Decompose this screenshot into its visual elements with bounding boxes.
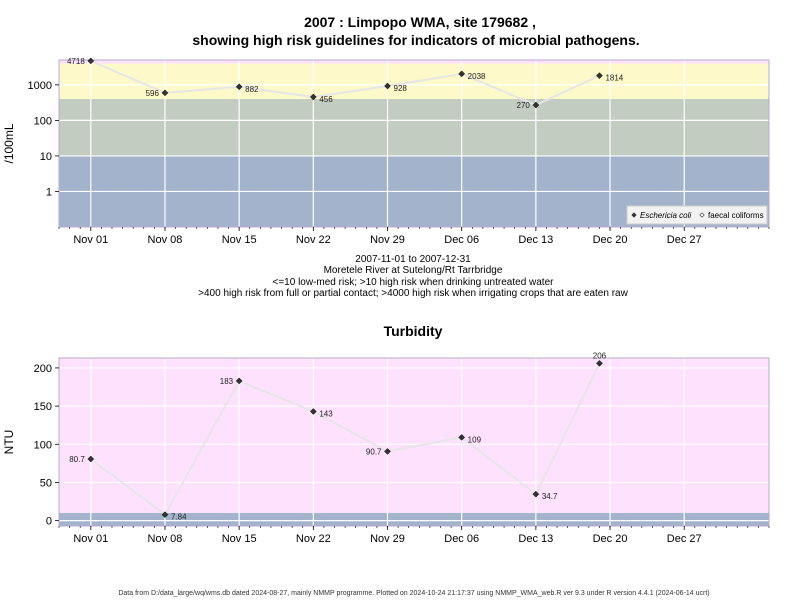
chart2-xtick-label-8: Dec 27 [667,533,702,545]
chart1-point-2 [235,83,243,91]
chart1-ytick-label-0: 1 [46,186,52,198]
chart2-data-label-1: 7.84 [171,513,187,522]
chart1-plot: Nov 01 Nov 08 Nov 15 Nov 22 Nov 29 Dec 06 Dec … [2,57,770,246]
chart1-legend-marker-1 [699,212,705,218]
chart1-ylabel: /100mL [2,123,16,163]
chart1-point-0 [87,57,95,65]
caption-contact-risk: >400 high risk from full or partial cont… [198,288,628,299]
chart2-point-4 [384,448,391,455]
chart2-point-6 [532,490,540,498]
chart1-xtick-label-7: Dec 20 [593,234,628,246]
chart2-point-1 [161,511,169,519]
chart1-point-6 [532,101,540,109]
chart1-series-line [90,59,600,107]
chart2-ytick-label-1: 50 [40,477,52,489]
chart1-legend-box [626,205,768,225]
chart1-data-label-2: 882 [245,85,259,94]
chart2-data-label-7: 206 [593,351,607,360]
caption-site: Moretele River at Sutelong/Rt Tarrbridge [324,265,503,276]
chart2-data-label-5: 109 [468,435,482,444]
chart1-xtick-label-4: Nov 29 [370,234,405,246]
chart2-data-label-3: 143 [319,409,333,418]
chart1-legend: Eschericia coli faecal coliforms [626,205,768,225]
chart1-point-4 [384,82,391,90]
chart1-data-label-3: 456 [319,95,333,104]
chart2-ylabel: NTU [2,430,16,455]
chart1-point-1 [161,89,169,97]
chart2-band-1 [59,358,769,514]
chart1-data-label-5: 2038 [468,72,486,81]
chart2-data-label-2: 183 [220,377,234,386]
chart2-ytick-label-0: 0 [46,516,52,528]
chart2-series-line [90,362,601,517]
chart2-xtick-label-3: Nov 22 [296,533,331,545]
chart2-frame [58,357,770,527]
chart1-xtick-label-5: Dec 06 [444,234,479,246]
chart2-xtick-label-7: Dec 20 [593,533,628,545]
chart1-xtick-label-2: Nov 15 [222,234,257,246]
chart1-data-label-6: 270 [517,101,531,110]
chart1-ytick-label-3: 1000 [28,80,52,92]
chart2-xtick-label-0: Nov 01 [73,533,108,545]
chart1-band-3 [59,60,769,64]
chart2-ytick-label-4: 200 [34,363,52,375]
chart1-legend-label-1: faecal coliforms [708,211,764,220]
chart1-band-1 [59,98,769,156]
chart2-xtick-label-4: Nov 29 [370,533,405,545]
chart1-legend-label-0: Eschericia coli [640,211,691,220]
chart1-data-label-0: 4718 [67,57,85,66]
chart2-point-5 [458,434,466,441]
chart2-xtick-label-6: Dec 13 [518,533,553,545]
chart2-data-label-6: 34.7 [542,492,558,501]
chart1-ytick-label-1: 10 [40,151,52,163]
chart2-band-0 [59,513,769,526]
chart2-ytick-label-2: 100 [34,439,52,451]
chart1-ytick-label-2: 100 [34,115,52,127]
chart2-point-7 [596,359,603,367]
chart1-frame [58,59,770,228]
chart2-title: Turbidity [384,323,443,339]
caption-date-range: 2007-11-01 to 2007-12-31 [355,254,471,265]
chart1-xtick-label-8: Dec 27 [667,234,702,246]
chart2-ytick-label-3: 150 [34,401,52,413]
chart1-xtick-label-3: Nov 22 [296,234,331,246]
chart1-legend-marker-0 [631,212,637,218]
chart2-point-3 [309,408,317,415]
chart1-point-7 [596,72,603,80]
chart1-data-label-4: 928 [394,84,408,93]
chart1-xtick-label-1: Nov 08 [148,234,183,246]
chart2-point-0 [87,455,95,463]
chart2-xtick-label-5: Dec 06 [444,533,479,545]
chart2-data-label-4: 90.7 [366,447,382,456]
chart1-point-3 [309,93,317,101]
chart1-title: 2007 : Limpopo WMA, site 179682 , [304,14,536,30]
chart1-xtick-label-0: Nov 01 [73,234,108,246]
footer-note: Data from D:/data_large/wq/wms.db dated … [118,590,709,597]
chart1-point-5 [458,70,466,78]
caption-drinking-risk: <=10 low-med risk; >10 high risk when dr… [273,277,555,288]
chart1-data-label-1: 596 [146,89,160,98]
chart1-data-label-7: 1814 [605,74,623,83]
chart1-subtitle: showing high risk guidelines for indicat… [192,32,639,48]
chart2-xtick-label-1: Nov 08 [148,533,183,545]
chart2-point-2 [235,377,243,385]
chart1-xtick-label-6: Dec 13 [518,234,553,246]
chart2-data-label-0: 80.7 [69,455,85,464]
chart2-xtick-label-2: Nov 15 [222,533,257,545]
chart2-plot: Nov 01 Nov 08 Nov 15 Nov 22 Nov 29 Dec 06 Dec … [2,351,770,545]
